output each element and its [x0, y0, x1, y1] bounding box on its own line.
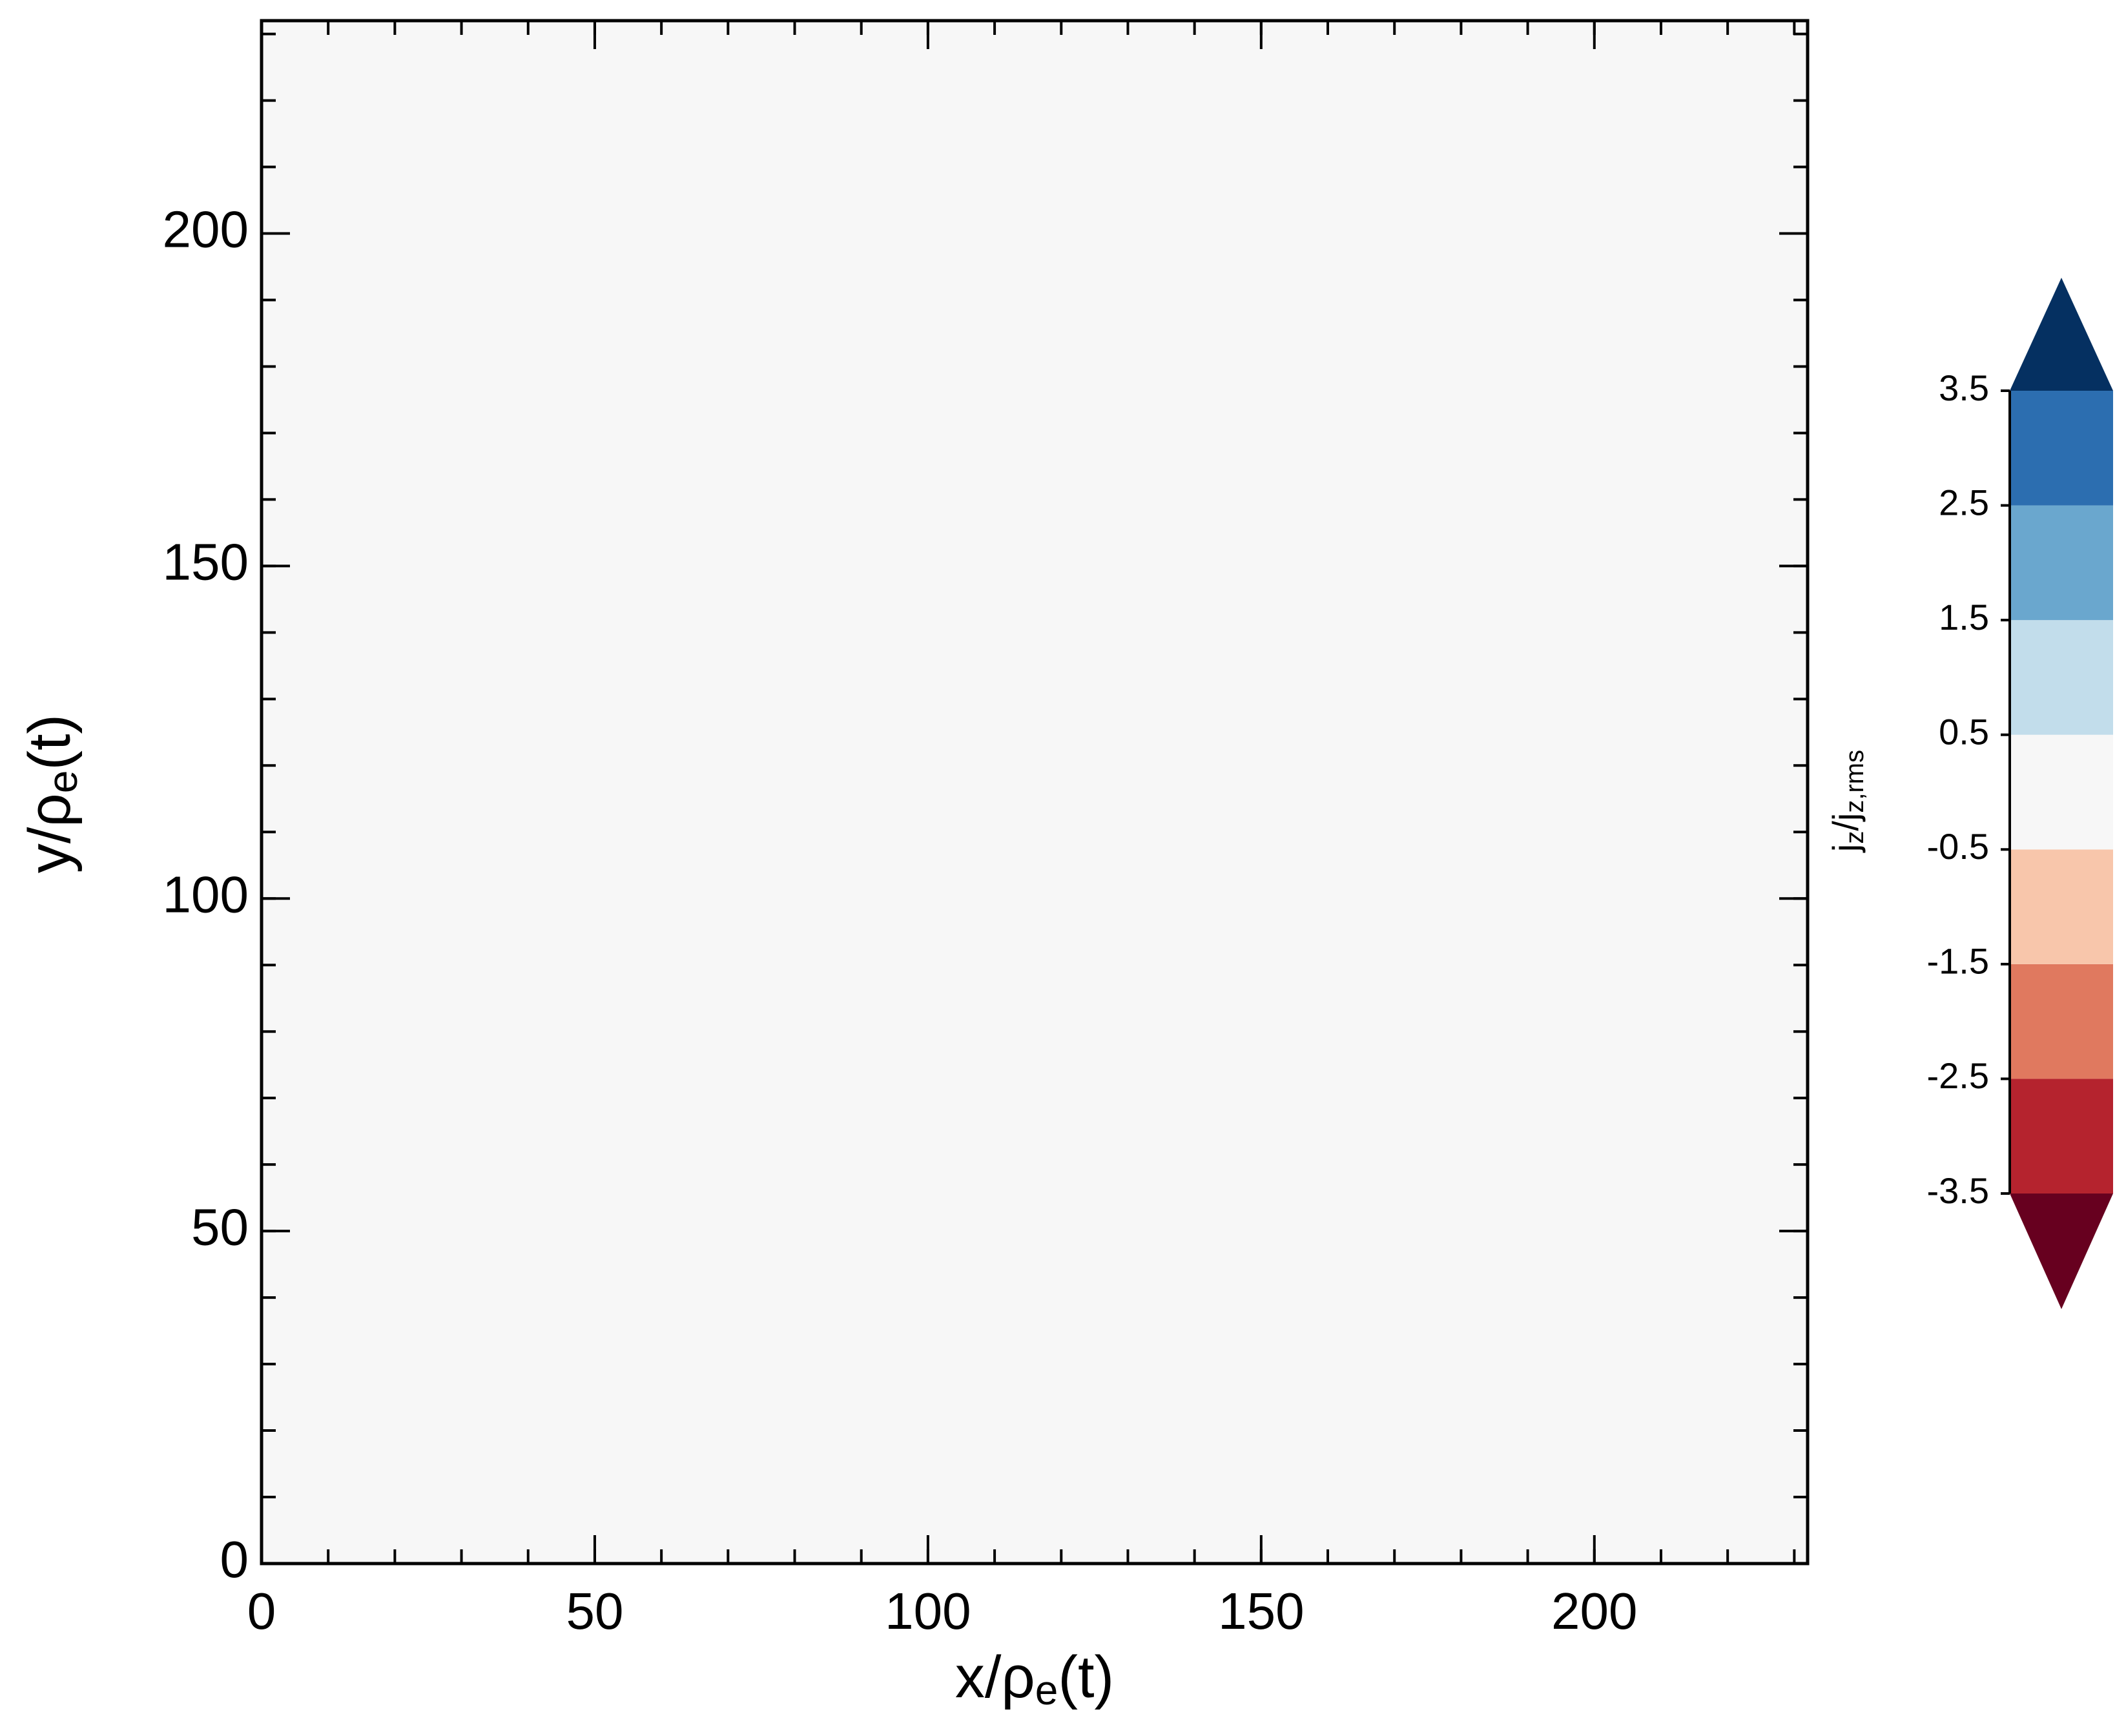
colorbar-bin — [2010, 734, 2113, 850]
colorbar-under — [2010, 1194, 2113, 1309]
y-label-tail: (t) — [17, 714, 83, 770]
cb-label-b: /j — [1825, 813, 1866, 831]
x-label-main: x/ρ — [955, 1644, 1035, 1710]
colorbar-label: jz/jz,rms — [1825, 750, 1869, 853]
y-tick-label: 100 — [163, 865, 249, 923]
colorbar-tick-label: -1.5 — [1927, 941, 1990, 982]
colorbar-bin — [2010, 849, 2113, 964]
x-tick-label: 50 — [566, 1582, 623, 1640]
x-tick-label: 0 — [247, 1582, 276, 1640]
colorbar-tick-label: 0.5 — [1939, 712, 1989, 752]
colorbar-bin — [2010, 620, 2113, 735]
x-tick-label: 150 — [1218, 1582, 1304, 1640]
x-tick-label: 200 — [1551, 1582, 1637, 1640]
colorbar-tick-label: -3.5 — [1927, 1170, 1990, 1211]
x-axis-label: x/ρe(t) — [955, 1644, 1114, 1713]
colorbar-tick-label: -0.5 — [1927, 826, 1990, 867]
cb-label-a-sub: z — [1841, 831, 1869, 844]
x-label-tail: (t) — [1058, 1644, 1114, 1710]
x-label-sub: e — [1035, 1667, 1058, 1713]
y-tick-label: 0 — [220, 1531, 249, 1588]
colorbar-tick-label: -2.5 — [1927, 1055, 1990, 1096]
y-axis-label: y/ρe(t) — [17, 714, 86, 873]
plot-frame — [260, 19, 1810, 1566]
colorbar-bin — [2010, 1079, 2113, 1194]
colorbar-tick-label: 3.5 — [1939, 367, 1989, 408]
colorbar-over — [2010, 278, 2113, 391]
colorbar-tick-label: 2.5 — [1939, 482, 1989, 522]
y-label-main: y/ρ — [17, 793, 83, 873]
cb-label-b-sub: z,rms — [1841, 750, 1869, 813]
cb-label-a: j — [1825, 844, 1866, 853]
colorbar-bin — [2010, 505, 2113, 621]
y-tick-label: 50 — [191, 1198, 249, 1256]
colorbar-bin — [2010, 964, 2113, 1079]
x-tick-label: 100 — [885, 1582, 971, 1640]
y-tick-label: 200 — [163, 201, 249, 258]
colorbar-tick-label: 1.5 — [1939, 597, 1989, 637]
colorbar-bin — [2010, 391, 2113, 506]
field — [262, 21, 1808, 1564]
y-label-sub: e — [39, 770, 86, 794]
y-tick-label: 150 — [163, 533, 249, 591]
